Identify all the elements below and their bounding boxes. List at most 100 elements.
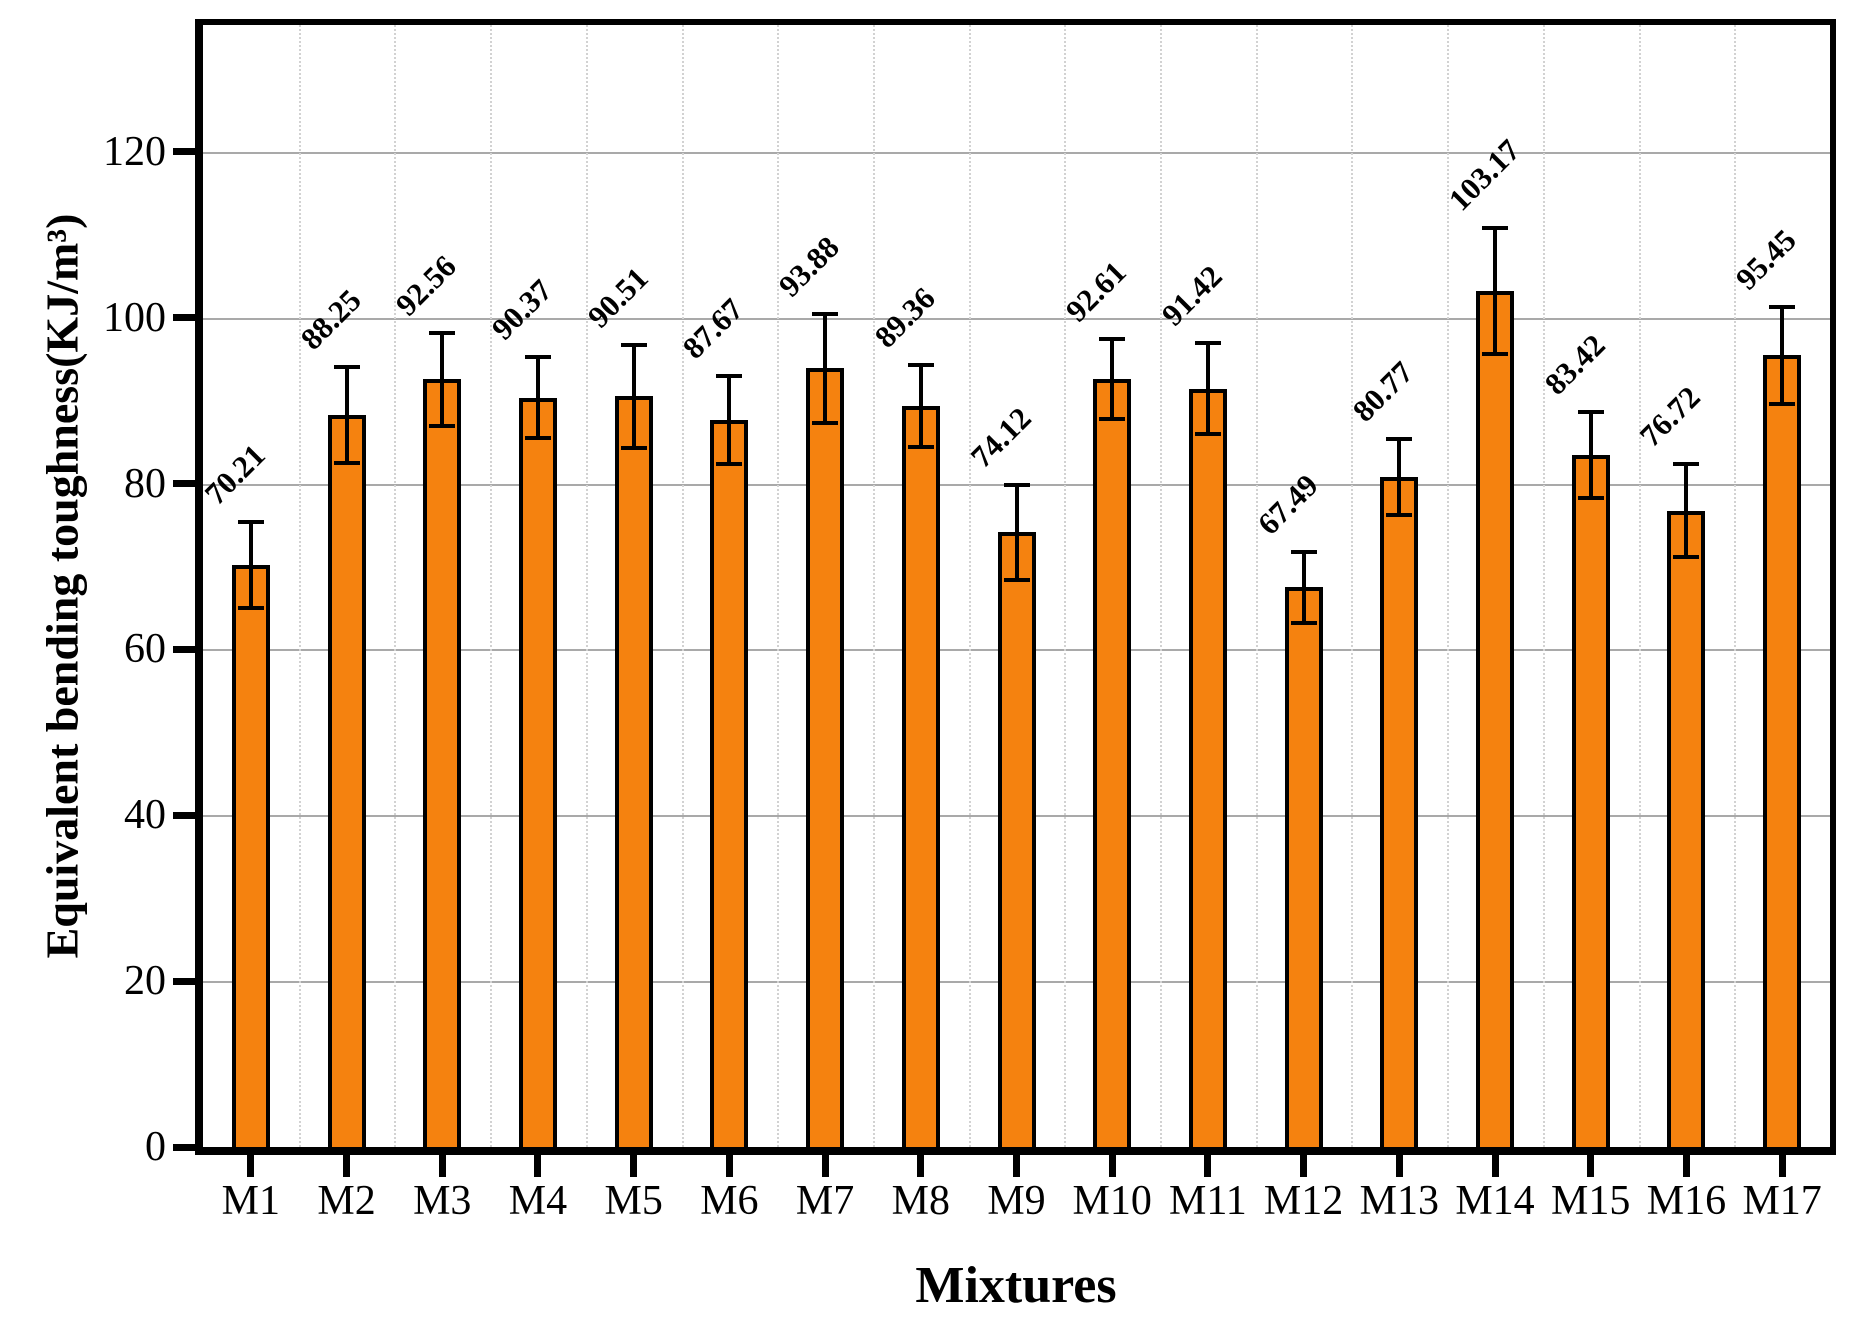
vgridline-15 [1638, 25, 1641, 1147]
error-whisker-M17 [1780, 307, 1785, 404]
x-tick-M15 [1587, 1155, 1595, 1177]
bar-M6 [710, 419, 749, 1147]
x-tick-label-M17: M17 [1742, 1178, 1822, 1224]
x-tick-label-M9: M9 [987, 1178, 1046, 1224]
vgridline-6 [777, 25, 780, 1147]
error-cap-top-M11 [1194, 341, 1221, 346]
bar-M10 [1093, 379, 1132, 1147]
y-tick-80 [173, 480, 195, 488]
x-tick-M3 [438, 1155, 446, 1177]
bar-M2 [327, 415, 366, 1147]
x-tick-label-M12: M12 [1263, 1178, 1344, 1224]
value-label-M12: 67.49 [1250, 467, 1325, 542]
error-cap-bottom-M14 [1482, 352, 1509, 357]
vgridline-3 [490, 25, 493, 1147]
error-whisker-M14 [1493, 228, 1498, 355]
error-cap-bottom-M3 [429, 423, 456, 428]
bar-M13 [1380, 477, 1419, 1147]
plot-area: 70.21 88.25 92.56 90.37 90.51 87.67 93.88 89.36… [198, 25, 1830, 1147]
value-label-M15: 83.42 [1537, 327, 1612, 402]
vgridline-7 [872, 25, 875, 1147]
bar-M17 [1763, 355, 1802, 1147]
value-label-M14: 103.17 [1441, 132, 1527, 218]
bar-M3 [423, 379, 462, 1147]
bar-M5 [614, 396, 653, 1147]
vgridline-16 [1734, 25, 1737, 1147]
error-cap-top-M17 [1769, 305, 1796, 310]
y-tick-20 [173, 977, 195, 985]
value-label-M5: 90.51 [580, 260, 655, 335]
x-tick-M7 [821, 1155, 829, 1177]
y-tick-120 [173, 148, 195, 156]
x-axis-title: Mixtures [915, 1257, 1117, 1314]
error-cap-bottom-M12 [1290, 620, 1317, 625]
error-cap-top-M12 [1290, 549, 1317, 554]
value-label-M16: 76.72 [1633, 379, 1708, 454]
x-tick-label-M13: M13 [1359, 1178, 1439, 1224]
error-cap-bottom-M5 [620, 445, 647, 450]
y-tick-label-80: 80 [124, 460, 166, 507]
error-cap-top-M5 [620, 343, 647, 347]
error-whisker-M16 [1684, 464, 1689, 558]
error-whisker-M6 [727, 376, 732, 464]
vgridline-2 [394, 25, 397, 1147]
x-tick-label-M5: M5 [604, 1178, 663, 1224]
error-cap-top-M16 [1673, 462, 1700, 467]
value-label-M6: 87.67 [676, 291, 751, 366]
error-cap-bottom-M9 [1003, 577, 1030, 582]
x-tick-label-M14: M14 [1455, 1178, 1535, 1224]
value-label-M13: 80.77 [1345, 354, 1421, 429]
bar-M9 [997, 532, 1036, 1147]
value-label-M1: 70.21 [197, 436, 272, 512]
y-tick-100 [173, 314, 195, 322]
y-tick-label-60: 60 [124, 626, 166, 673]
bar-M4 [518, 397, 557, 1147]
hgridline-100 [203, 317, 1830, 320]
error-whisker-M4 [535, 356, 540, 439]
error-cap-bottom-M16 [1673, 555, 1700, 560]
error-cap-bottom-M17 [1769, 401, 1796, 406]
error-whisker-M2 [344, 367, 349, 464]
x-tick-label-M15: M15 [1551, 1178, 1631, 1224]
x-tick-M1 [247, 1155, 255, 1177]
vgridline-1 [298, 25, 301, 1147]
error-whisker-M1 [248, 521, 253, 608]
error-cap-bottom-M7 [812, 421, 839, 426]
error-whisker-M13 [1397, 439, 1402, 516]
bar-M16 [1667, 510, 1706, 1147]
x-tick-label-M8: M8 [891, 1178, 950, 1224]
error-cap-top-M8 [907, 363, 934, 368]
vgridline-4 [585, 25, 588, 1147]
x-tick-M12 [1300, 1155, 1308, 1177]
y-tick-label-0: 0 [145, 1124, 166, 1170]
vgridline-14 [1542, 25, 1545, 1147]
bar-M8 [901, 405, 940, 1147]
error-whisker-M3 [440, 332, 445, 426]
error-cap-bottom-M1 [237, 605, 264, 610]
value-label-M9: 74.12 [963, 400, 1038, 475]
y-tick-60 [173, 645, 195, 653]
error-cap-top-M2 [333, 365, 360, 370]
error-cap-top-M15 [1577, 410, 1604, 415]
y-tick-label-120: 120 [103, 128, 166, 175]
bar-M1 [231, 564, 270, 1147]
x-tick-label-M10: M10 [1072, 1178, 1152, 1224]
x-tick-M11 [1204, 1155, 1212, 1177]
value-label-M10: 92.61 [1058, 254, 1133, 329]
error-cap-top-M9 [1003, 483, 1030, 488]
value-label-M3: 92.56 [388, 248, 463, 323]
error-cap-bottom-M4 [524, 436, 551, 441]
x-tick-label-M3: M3 [413, 1178, 472, 1224]
error-cap-bottom-M11 [1194, 432, 1221, 437]
x-tick-label-M2: M2 [317, 1178, 376, 1224]
error-whisker-M8 [918, 365, 923, 447]
y-tick-40 [173, 811, 195, 819]
x-tick-M17 [1778, 1155, 1786, 1177]
x-tick-M5 [630, 1155, 638, 1177]
error-cap-top-M1 [237, 519, 264, 524]
error-cap-top-M6 [716, 374, 743, 379]
x-tick-M4 [534, 1155, 542, 1177]
value-label-M2: 88.25 [293, 282, 368, 357]
x-tick-label-M11: M11 [1169, 1178, 1247, 1224]
